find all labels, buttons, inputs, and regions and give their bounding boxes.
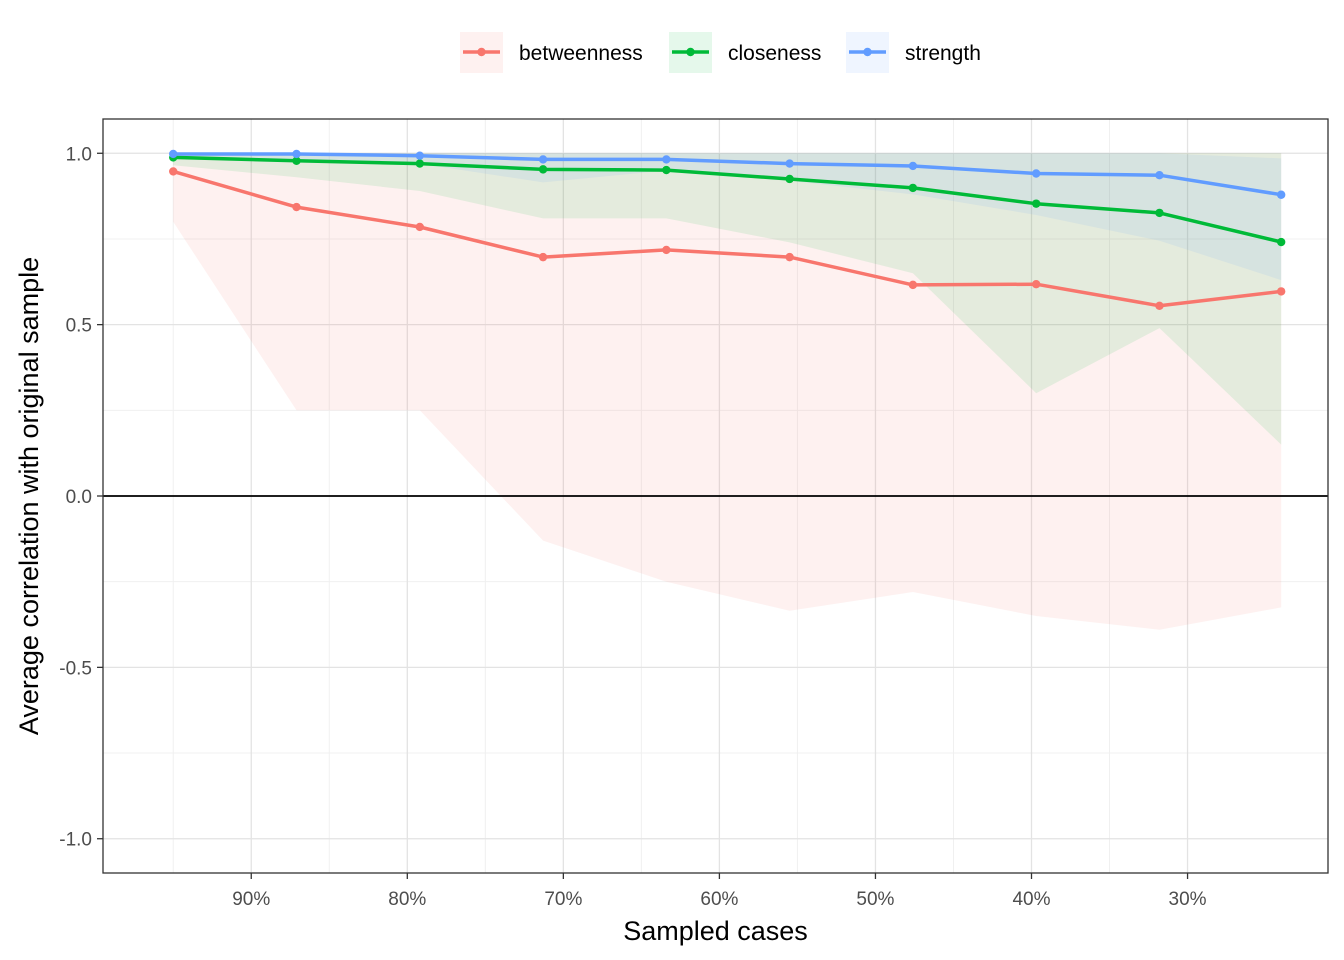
x-tick-label: 90%	[232, 889, 270, 910]
x-tick-label: 50%	[856, 889, 894, 910]
betweenness-point	[169, 167, 178, 176]
strength-point	[785, 159, 794, 168]
closeness-point	[662, 165, 671, 175]
closeness-point	[1031, 199, 1041, 208]
strength-point	[1155, 171, 1164, 180]
betweenness-point	[1155, 301, 1164, 310]
betweenness-legend-label: betweenness	[519, 42, 643, 65]
closeness-legend-point	[686, 47, 695, 57]
strength-point	[1276, 190, 1286, 199]
strength-point	[415, 151, 424, 160]
y-axis: 1.0 0.5 0.0 -0.5 -1.0	[59, 144, 103, 851]
series-lines	[172, 152, 1282, 308]
x-axis: 90% 80% 70% 60% 50% 40% 30%	[232, 873, 1207, 910]
betweenness-point	[662, 245, 671, 255]
strength-point	[1031, 169, 1041, 178]
closeness-point	[1276, 237, 1286, 247]
betweenness-point	[292, 202, 301, 212]
y-tick-label: 1.0	[66, 144, 92, 165]
strength-point	[908, 161, 918, 171]
betweenness-point	[538, 252, 548, 262]
y-tick-label: -1.0	[59, 830, 92, 851]
strength-legend-point	[863, 47, 872, 57]
y-axis-title: Average correlation with original sample	[14, 257, 44, 735]
betweenness-point	[1031, 279, 1041, 289]
y-tick-label: 0.5	[66, 316, 92, 337]
closeness-band	[173, 153, 1282, 445]
closeness-point	[538, 165, 548, 174]
legend: betweenness closeness strength	[460, 32, 981, 73]
strength-point	[538, 155, 548, 164]
strength-legend-label: strength	[905, 42, 981, 65]
strength-point	[292, 149, 301, 159]
betweenness-legend-point	[477, 47, 486, 57]
strength-line	[173, 152, 1282, 197]
closeness-point	[292, 156, 301, 166]
betweenness-band	[173, 153, 1282, 630]
betweenness-line	[172, 169, 1282, 308]
closeness-point	[1155, 208, 1164, 218]
x-tick-label: 70%	[544, 889, 582, 910]
y-tick-label: -0.5	[59, 658, 92, 679]
x-tick-label: 80%	[388, 889, 426, 910]
betweenness-point	[785, 252, 794, 262]
x-tick-label: 30%	[1169, 889, 1207, 910]
closeness-line	[173, 155, 1282, 244]
confidence-bands	[173, 153, 1282, 630]
betweenness-point	[908, 280, 918, 290]
x-tick-label: 60%	[700, 889, 738, 910]
strength-band	[173, 153, 1282, 281]
series-points	[169, 149, 1286, 310]
strength-point	[662, 155, 671, 164]
closeness-point	[785, 174, 794, 184]
closeness-point	[908, 183, 918, 193]
x-axis-title: Sampled cases	[623, 916, 808, 946]
strength-point	[169, 149, 178, 159]
closeness-legend-label: closeness	[728, 42, 821, 65]
y-tick-label: 0.0	[66, 487, 92, 508]
x-tick-label: 40%	[1012, 889, 1050, 910]
betweenness-point	[1276, 287, 1286, 296]
betweenness-point	[415, 222, 424, 232]
closeness-point	[415, 159, 424, 168]
